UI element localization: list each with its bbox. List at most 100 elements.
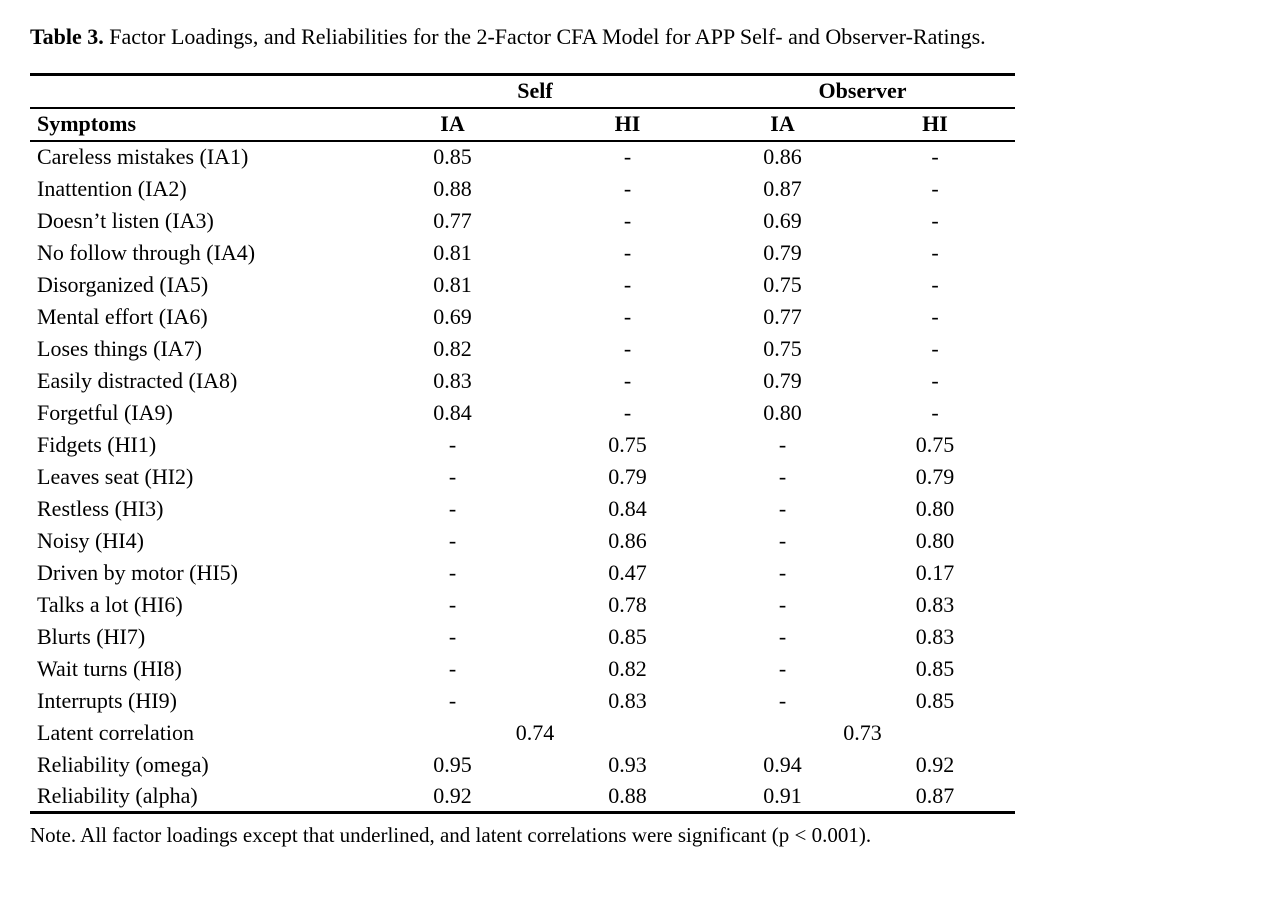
- column-header-observer-hi: HI: [855, 107, 1016, 142]
- loading-observer-ia: 0.87: [763, 175, 802, 201]
- loading-self-hi: -: [623, 207, 632, 233]
- reliability-omega-label: Reliability (omega): [37, 751, 209, 777]
- loading-observer-hi: 0.85: [915, 655, 955, 681]
- reliability-alpha-self-hi: 0.88: [608, 782, 647, 808]
- symptom-label: Forgetful (IA9): [37, 399, 173, 425]
- symptom-row: No follow through (IA4) 0.81 - 0.79 -: [30, 237, 1015, 269]
- loading-self-hi: -: [623, 367, 632, 393]
- loading-observer-hi: -: [931, 144, 939, 169]
- symptom-row: Doesn’t listen (IA3) 0.77 - 0.69 -: [30, 205, 1015, 237]
- symptom-label: Driven by motor (HI5): [37, 559, 239, 585]
- loading-observer-ia: 0.69: [763, 207, 802, 233]
- symptom-row: Interrupts (HI9) - 0.83 - 0.85: [30, 685, 1015, 717]
- symptom-label: Easily distracted (IA8): [37, 367, 238, 393]
- loading-self-ia: 0.69: [433, 303, 472, 329]
- loading-observer-hi: 0.80: [915, 495, 955, 521]
- reliability-omega-self-hi: 0.93: [608, 751, 647, 777]
- reliability-alpha-observer-hi: 0.87: [915, 782, 955, 808]
- symptom-row: Disorganized (IA5) 0.81 - 0.75 -: [30, 269, 1015, 301]
- loading-observer-ia: -: [778, 623, 787, 649]
- column-header-self-ia: IA: [360, 107, 545, 142]
- loading-self-hi: -: [623, 239, 632, 265]
- symptom-label: Disorganized (IA5): [37, 271, 209, 297]
- loading-observer-hi: -: [931, 335, 939, 361]
- loading-observer-ia: 0.79: [763, 239, 802, 265]
- latent-correlation-self-value: 0.74: [515, 719, 555, 745]
- loading-self-hi: 0.78: [608, 591, 647, 617]
- symptom-row: Restless (HI3) - 0.84 - 0.80: [30, 493, 1015, 525]
- loading-self-hi: 0.82: [608, 655, 647, 681]
- loading-observer-ia: -: [778, 687, 787, 713]
- spanner-self: Self: [360, 74, 711, 109]
- symptom-row: Inattention (IA2) 0.88 - 0.87 -: [30, 173, 1015, 205]
- loading-observer-hi: -: [931, 399, 939, 425]
- loading-observer-ia: 0.75: [763, 271, 802, 297]
- loading-self-hi: -: [623, 303, 632, 329]
- loading-self-hi: -: [623, 399, 632, 425]
- loading-self-ia: 0.77: [433, 207, 472, 233]
- loading-observer-hi: -: [931, 175, 939, 201]
- reliability-omega-self-ia: 0.95: [433, 751, 472, 777]
- loading-self-hi: 0.83: [608, 687, 647, 713]
- symptom-label: Interrupts (HI9): [37, 687, 177, 713]
- column-header-observer-ia: IA: [710, 107, 856, 142]
- loading-self-ia: 0.81: [433, 239, 472, 265]
- loading-observer-hi: 0.83: [915, 623, 955, 649]
- symptom-row: Loses things (IA7) 0.82 - 0.75 -: [30, 333, 1015, 365]
- symptom-row: Forgetful (IA9) 0.84 - 0.80 -: [30, 397, 1015, 429]
- symptom-label: Noisy (HI4): [37, 527, 144, 553]
- loading-self-ia: -: [448, 431, 457, 457]
- symptom-label: Mental effort (IA6): [37, 303, 208, 329]
- loading-observer-ia: 0.77: [763, 303, 802, 329]
- latent-correlation-label: Latent correlation: [37, 719, 194, 745]
- reliability-alpha-self-ia: 0.92: [433, 782, 472, 808]
- loading-self-hi: -: [623, 335, 632, 361]
- loading-observer-ia: 0.79: [763, 367, 802, 393]
- symptom-row: Careless mistakes (IA1) 0.85 - 0.86 -: [30, 141, 1015, 173]
- loading-self-ia: -: [448, 655, 457, 681]
- loading-observer-hi: -: [931, 239, 939, 265]
- loading-observer-hi: -: [931, 207, 939, 233]
- factor-loadings-table: Self Observer Symptoms IA HI IA HI Carel…: [30, 73, 1016, 814]
- table-caption-text: Factor Loadings, and Reliabilities for t…: [109, 24, 986, 49]
- loading-observer-ia: -: [778, 591, 787, 617]
- symptom-row: Blurts (HI7) - 0.85 - 0.83: [30, 621, 1015, 653]
- reliability-alpha-row: Reliability (alpha) 0.92 0.88 0.91 0.87: [30, 781, 1015, 813]
- loading-observer-hi: 0.17: [915, 559, 955, 585]
- loading-observer-ia: -: [778, 655, 787, 681]
- loading-self-ia: -: [448, 687, 457, 713]
- symptom-row: Noisy (HI4) - 0.86 - 0.80: [30, 525, 1015, 557]
- symptom-row: Mental effort (IA6) 0.69 - 0.77 -: [30, 301, 1015, 333]
- loading-observer-ia: 0.80: [763, 399, 802, 425]
- loading-observer-hi: 0.79: [915, 463, 955, 489]
- loading-self-ia: 0.81: [433, 271, 472, 297]
- loading-self-hi: 0.86: [608, 527, 647, 553]
- loading-self-ia: -: [448, 495, 457, 521]
- reliability-alpha-observer-ia: 0.91: [763, 782, 802, 808]
- loading-observer-hi: -: [931, 367, 939, 393]
- loading-self-hi: 0.47: [608, 559, 647, 585]
- loading-self-hi: 0.85: [608, 623, 647, 649]
- loading-self-hi: -: [623, 175, 632, 201]
- loading-self-ia: -: [448, 559, 457, 585]
- reliability-alpha-label: Reliability (alpha): [37, 782, 198, 808]
- loading-self-ia: -: [448, 591, 457, 617]
- table-caption: Table 3. Factor Loadings, and Reliabilit…: [30, 24, 1261, 50]
- loading-self-ia: 0.83: [433, 367, 472, 393]
- latent-correlation-observer-value: 0.73: [843, 719, 882, 745]
- reliability-omega-row: Reliability (omega) 0.95 0.93 0.94 0.92: [30, 749, 1015, 781]
- symptom-label: Talks a lot (HI6): [37, 591, 183, 617]
- column-header-self-hi: HI: [545, 107, 711, 142]
- loading-self-hi: 0.79: [608, 463, 647, 489]
- loading-observer-hi: 0.80: [915, 527, 955, 553]
- loading-self-hi: -: [623, 144, 632, 169]
- loading-self-ia: -: [448, 623, 457, 649]
- loading-observer-ia: -: [778, 495, 787, 521]
- loading-observer-hi: -: [931, 271, 939, 297]
- summary-rows-body: Latent correlation 0.74 0.73 Reliability…: [30, 717, 1015, 813]
- symptom-row: Wait turns (HI8) - 0.82 - 0.85: [30, 653, 1015, 685]
- symptom-row: Leaves seat (HI2) - 0.79 - 0.79: [30, 461, 1015, 493]
- loading-observer-ia: -: [778, 559, 787, 585]
- column-header-symptoms: Symptoms: [30, 107, 360, 142]
- loading-self-hi: 0.75: [608, 431, 647, 457]
